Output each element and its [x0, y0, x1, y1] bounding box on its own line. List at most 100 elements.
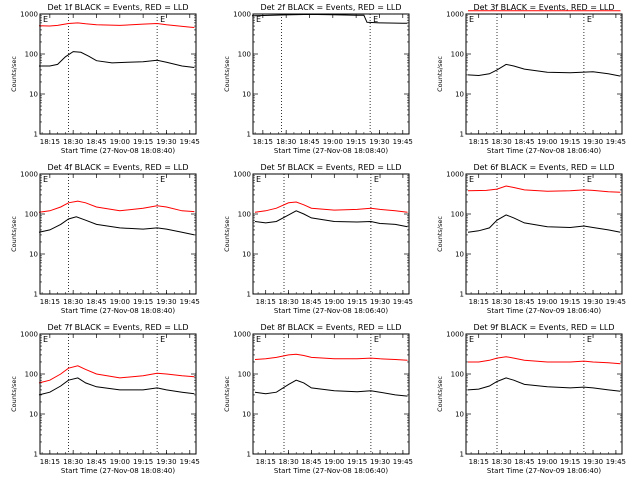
y-tick-label: 1000 [20, 171, 38, 179]
x-tick-label: 19:00 [537, 458, 557, 466]
panel-8: Det 8f BLACK = Events, RED = LLD 1 10 100 10… [223, 323, 413, 475]
y-tick-label: 1 [460, 451, 464, 459]
panel-1: Det 1f BLACK = Events, RED = LLD 1 10 100 10… [10, 3, 200, 155]
e-marker: E [373, 15, 378, 24]
y-tick-label: 1 [247, 291, 251, 299]
plot-frame [465, 13, 623, 135]
series-line-events [467, 377, 621, 392]
y-tick-label: 100 [25, 371, 38, 379]
panel-6: Det 6f BLACK = Events, RED = LLD 1 10 100 10… [436, 163, 626, 315]
x-tick-label: 18:30 [491, 298, 511, 306]
y-tick-label: 1 [34, 131, 38, 139]
x-tick-label: 19:00 [110, 458, 130, 466]
x-tick-label: 19:00 [323, 138, 343, 146]
y-axis-label: Counts/sec [10, 376, 18, 412]
x-tick-label: 18:45 [86, 458, 106, 466]
y-tick-label: 1000 [20, 331, 38, 339]
panel-title: Det 2f BLACK = Events, RED = LLD [260, 3, 401, 12]
x-tick-label: 18:45 [86, 298, 106, 306]
panel-title: Det 1f BLACK = Events, RED = LLD [47, 3, 188, 12]
x-tick-label: 18:45 [86, 138, 106, 146]
series-line-lld [38, 365, 195, 384]
y-tick-label: 100 [238, 211, 251, 219]
x-tick-label: 19:00 [537, 298, 557, 306]
y-tick-label: 100 [238, 371, 251, 379]
e-marker: E [374, 335, 379, 344]
y-axis-label: Counts/sec [436, 376, 444, 412]
y-tick-label: 10 [455, 411, 464, 419]
panel-3: Det 3f BLACK = Events, RED = LLD 1 10 100 10… [436, 3, 626, 155]
y-tick-label: 10 [29, 91, 38, 99]
series-line-events [251, 13, 408, 24]
y-tick-label: 1 [34, 451, 38, 459]
panel-9: Det 9f BLACK = Events, RED = LLD 1 10 100 10… [436, 323, 626, 475]
x-tick-label: 18:15 [40, 138, 60, 146]
x-tick-label: 19:30 [156, 138, 176, 146]
y-tick-label: 1000 [233, 11, 251, 19]
plot-frame [252, 173, 410, 295]
series-line-events [254, 210, 408, 228]
y-tick-label: 1 [247, 451, 251, 459]
plot-frame [39, 13, 197, 135]
e-marker: E [587, 175, 592, 184]
x-axis-label: Start Time (27-Nov-08 18:08:40) [61, 467, 175, 475]
y-axis-label: Counts/sec [223, 216, 231, 252]
x-tick-label: 18:45 [514, 458, 534, 466]
y-tick-label: 1000 [233, 171, 251, 179]
e-marker: E [43, 175, 48, 184]
x-tick-label: 18:15 [256, 298, 276, 306]
x-tick-label: 19:45 [180, 458, 200, 466]
y-axis-label: Counts/sec [223, 376, 231, 412]
x-tick-label: 18:15 [256, 458, 276, 466]
x-tick-label: 19:30 [156, 298, 176, 306]
x-tick-label: 19:30 [370, 298, 390, 306]
x-tick-label: 19:15 [347, 298, 367, 306]
series-line-events [254, 379, 408, 397]
series-line-lld [38, 22, 195, 28]
x-tick-label: 18:30 [491, 458, 511, 466]
y-axis-label: Counts/sec [436, 56, 444, 92]
series-line-events [467, 214, 621, 233]
x-tick-label: 19:45 [180, 298, 200, 306]
e-marker: E [43, 15, 48, 24]
y-tick-label: 1 [460, 291, 464, 299]
x-tick-label: 18:45 [514, 138, 534, 146]
e-marker: E [469, 175, 474, 184]
y-tick-label: 10 [242, 91, 251, 99]
e-marker: E [587, 15, 592, 24]
x-axis-label: Start Time (27-Nov-08 18:06:40) [274, 467, 388, 475]
panel-title: Det 3f BLACK = Events, RED = LLD [473, 3, 614, 12]
x-tick-label: 19:45 [606, 298, 626, 306]
x-axis-label: Start Time (27-Nov-08 18:08:40) [61, 307, 175, 315]
x-tick-label: 19:45 [606, 458, 626, 466]
panel-title: Det 7f BLACK = Events, RED = LLD [47, 323, 188, 332]
y-tick-label: 1 [34, 291, 38, 299]
y-tick-label: 10 [29, 251, 38, 259]
x-tick-label: 19:15 [133, 458, 153, 466]
y-tick-label: 10 [455, 91, 464, 99]
panel-5: Det 5f BLACK = Events, RED = LLD 1 10 100 10… [223, 163, 413, 315]
x-tick-label: 18:15 [469, 298, 489, 306]
series-line-lld [254, 201, 408, 213]
e-marker: E [469, 15, 474, 24]
x-tick-label: 18:30 [491, 138, 511, 146]
series-line-lld [468, 356, 621, 365]
x-tick-label: 19:30 [370, 458, 390, 466]
e-marker: E [256, 175, 261, 184]
y-axis-label: Counts/sec [10, 56, 18, 92]
e-marker: E [587, 335, 592, 344]
x-tick-label: 19:00 [110, 138, 130, 146]
y-tick-label: 100 [451, 51, 464, 59]
x-tick-label: 18:30 [63, 298, 83, 306]
x-tick-label: 18:15 [469, 458, 489, 466]
series-line-events [38, 216, 195, 236]
panel-title: Det 4f BLACK = Events, RED = LLD [47, 163, 188, 172]
x-tick-label: 19:45 [393, 458, 413, 466]
panel-title: Det 5f BLACK = Events, RED = LLD [260, 163, 401, 172]
x-tick-label: 19:30 [583, 138, 603, 146]
panel-2: Det 2f BLACK = Events, RED = LLD 1 10 100 10… [223, 3, 413, 155]
y-tick-label: 1000 [20, 11, 38, 19]
x-axis-label: Start Time (27-Nov-09 18:06:40) [487, 467, 601, 475]
x-tick-label: 18:15 [40, 458, 60, 466]
